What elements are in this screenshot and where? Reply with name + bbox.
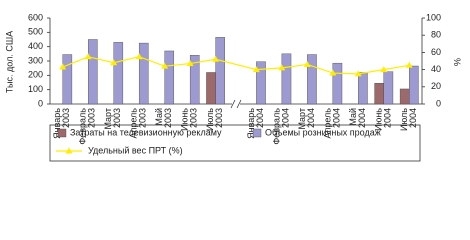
bar (113, 42, 124, 105)
x-tick-label: Май2003 (155, 108, 174, 128)
y2-axis-label: % (452, 58, 462, 66)
legend-label: Объемы розничных продаж (265, 127, 381, 137)
bar (281, 53, 292, 105)
bar (138, 42, 149, 105)
y-tick-label: 100 (28, 84, 43, 94)
line-marker (252, 66, 260, 73)
x-tick-label: Март2003 (104, 108, 123, 130)
bar (399, 88, 410, 105)
y2-tick-label: 0 (436, 98, 441, 108)
line-marker (405, 61, 413, 68)
legend-box (49, 124, 421, 162)
line-marker (110, 59, 118, 66)
legend-label: Удельный вес ПРТ (%) (88, 145, 183, 155)
line-marker (84, 53, 92, 60)
line (62, 56, 410, 75)
x-tick-label: Февраль2004 (272, 108, 291, 145)
x-tick-label: Июль2004 (399, 108, 418, 131)
bar (307, 54, 317, 105)
chart: Тыс. дол. США % 0 100 200 300 400 500 600 0 20 40… (4, 12, 462, 162)
y-axis-label: Тыс. дол. США (4, 31, 14, 93)
x-tick-label: Май2004 (348, 108, 367, 128)
legend-marker (65, 147, 73, 154)
y-tick-label: 400 (28, 41, 43, 51)
x-tick-label: Июнь2004 (374, 108, 393, 131)
axis-break (230, 99, 236, 109)
legend-swatch (252, 128, 262, 138)
line-marker (303, 60, 311, 67)
x-tick-label: Март2004 (297, 108, 316, 130)
x-tick-label: Апрель2003 (129, 108, 148, 139)
y2-tick-label: 80 (431, 30, 441, 40)
page: Тыс. дол. США % 0 100 200 300 400 500 600 0 20 40… (4, 12, 463, 162)
x-tick-label: Январь2003 (53, 108, 72, 139)
line-marker (329, 69, 337, 76)
y2-tick-label: 20 (431, 81, 441, 91)
y2-tick-label: 40 (431, 64, 441, 74)
bar (215, 37, 225, 105)
bar (62, 54, 73, 105)
bar (164, 50, 175, 105)
x-tick-label: Январь2004 (246, 108, 265, 139)
legend-label: Затраты на телевизионную рекламу (70, 127, 222, 137)
y-tick-label: 300 (28, 55, 43, 65)
legend-swatch (57, 128, 67, 138)
x-tick-label: Февраль2003 (78, 108, 97, 145)
bar (358, 72, 368, 105)
y-tick-label: 200 (28, 70, 43, 80)
x-tick-label: Апрель2004 (323, 108, 342, 139)
line-marker (380, 66, 388, 73)
line-marker (59, 63, 67, 70)
line-marker (186, 60, 194, 67)
y2-tick-label: 60 (431, 47, 441, 57)
y-tick-label: 500 (28, 27, 43, 37)
bar (332, 62, 343, 105)
bar (88, 39, 98, 105)
line-marker (135, 53, 143, 60)
y-tick-label: 0 (38, 98, 43, 108)
axis-break-gap (232, 100, 240, 108)
y-tick-label: 600 (28, 12, 43, 22)
bar (256, 61, 266, 105)
line-marker (212, 55, 220, 62)
bar (409, 65, 419, 105)
bar (383, 71, 394, 105)
line-marker (161, 62, 169, 69)
line-marker (354, 70, 362, 77)
bar (189, 55, 200, 105)
x-tick-label: Июль2003 (205, 108, 224, 131)
bar (374, 83, 384, 105)
line-marker (278, 64, 286, 71)
y2-tick-label: 100 (426, 12, 441, 22)
axis-break (236, 99, 242, 109)
bar (206, 72, 216, 105)
x-tick-label: Июнь2003 (180, 108, 199, 131)
